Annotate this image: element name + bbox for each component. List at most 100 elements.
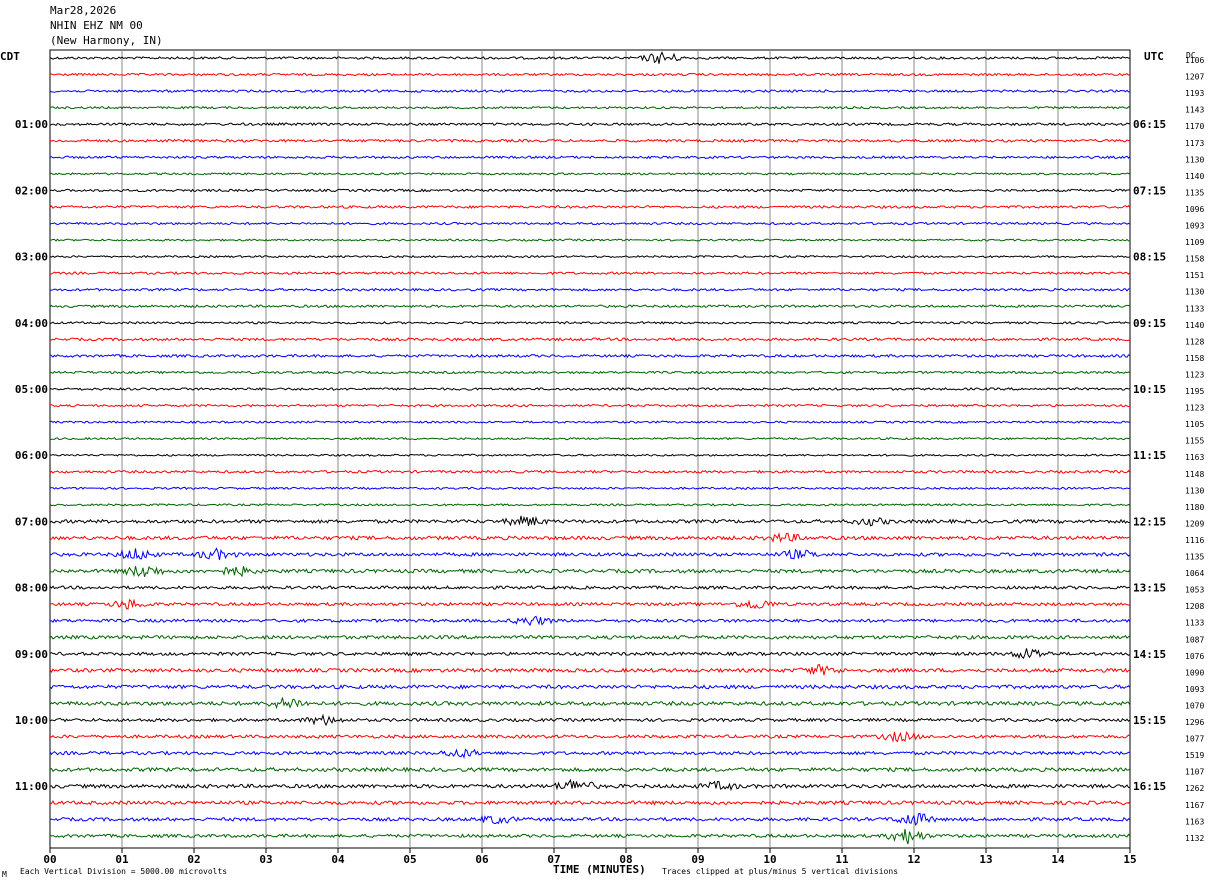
seismic-trace: [49, 634, 1131, 640]
seismic-trace: [49, 304, 1131, 309]
dc-value-label: 1135: [1185, 188, 1204, 197]
dc-header-label: DC: [1186, 51, 1196, 60]
left-hour-label: 04:00: [15, 317, 48, 330]
dc-value-label: 1093: [1185, 222, 1204, 231]
right-hour-label: 15:15: [1133, 714, 1166, 727]
seismic-trace: [49, 138, 1131, 143]
header-date: Mar28,2026: [50, 4, 117, 17]
dc-value-label: 1158: [1185, 354, 1204, 363]
seismic-trace: [49, 799, 1131, 806]
dc-value-label: 1132: [1185, 834, 1204, 843]
right-hour-label: 12:15: [1133, 515, 1166, 528]
seismic-trace: [49, 598, 1131, 610]
seismic-trace: [49, 204, 1131, 210]
seismic-trace: [49, 105, 1131, 110]
dc-value-label: 1209: [1185, 519, 1204, 528]
left-hour-label: 09:00: [15, 648, 48, 661]
x-tick-label: 14: [1051, 853, 1065, 866]
header-location: (New Harmony, IN): [50, 34, 163, 47]
dc-value-label: 1208: [1185, 602, 1204, 611]
x-tick-label: 04: [331, 853, 345, 866]
dc-value-label: 1123: [1185, 370, 1204, 379]
seismic-trace: [49, 812, 1131, 827]
seismic-trace: [49, 89, 1131, 93]
seismic-trace: [49, 615, 1131, 627]
x-tick-label: 10: [763, 853, 776, 866]
seismic-trace: [49, 503, 1131, 507]
seismic-trace: [49, 453, 1131, 457]
dc-value-label: 1087: [1185, 635, 1204, 644]
x-tick-label: 02: [187, 853, 200, 866]
x-tick-label: 05: [403, 853, 416, 866]
dc-value-label: 1158: [1185, 255, 1204, 264]
dc-value-label: 1076: [1185, 652, 1204, 661]
seismic-trace: [49, 287, 1131, 292]
corner-mark: M: [2, 870, 7, 879]
right-hour-label: 08:15: [1133, 251, 1166, 264]
left-hour-label: 07:00: [15, 515, 48, 528]
dc-value-label: 1143: [1185, 106, 1204, 115]
seismic-trace: [49, 486, 1131, 491]
dc-value-label: 1090: [1185, 668, 1204, 677]
seismic-trace: [49, 353, 1131, 359]
dc-value-label: 1109: [1185, 238, 1204, 247]
seismic-trace: [49, 51, 1131, 64]
dc-value-label: 1140: [1185, 321, 1204, 330]
seismic-trace: [49, 515, 1131, 527]
dc-value-label: 1133: [1185, 304, 1204, 313]
clip-note: Traces clipped at plus/minus 5 vertical …: [662, 867, 899, 876]
right-hour-label: 13:15: [1133, 582, 1166, 595]
right-hour-label: 14:15: [1133, 648, 1166, 661]
x-tick-label: 09: [691, 853, 704, 866]
x-tick-label: 07: [547, 853, 560, 866]
dc-value-label: 1195: [1185, 387, 1204, 396]
dc-value-label: 1193: [1185, 89, 1204, 98]
right-hour-label: 06:15: [1133, 118, 1166, 131]
dc-value-label: 1135: [1185, 553, 1204, 562]
dc-value-label: 1077: [1185, 735, 1204, 744]
header-station: NHIN EHZ NM 00: [50, 19, 143, 32]
seismic-trace: [49, 778, 1131, 792]
seismic-trace: [49, 337, 1131, 342]
x-tick-label: 01: [115, 853, 129, 866]
right-hour-label: 09:15: [1133, 317, 1166, 330]
dc-value-label: 1064: [1185, 569, 1204, 578]
seismic-trace: [49, 238, 1131, 242]
dc-value-label: 1163: [1185, 453, 1204, 462]
seismic-trace: [49, 403, 1131, 408]
dc-value-label: 1130: [1185, 288, 1204, 297]
x-tick-label: 03: [259, 853, 272, 866]
seismic-trace: [49, 731, 1131, 743]
dc-value-label: 1106: [1185, 56, 1204, 65]
seismic-trace: [49, 748, 1131, 759]
dc-value-label: 1519: [1185, 751, 1204, 760]
seismic-trace: [49, 387, 1131, 391]
dc-value-label: 1093: [1185, 685, 1204, 694]
left-hour-label: 10:00: [15, 714, 48, 727]
right-hour-label: 11:15: [1133, 449, 1166, 462]
dc-value-label: 1070: [1185, 701, 1204, 710]
seismic-trace: [49, 585, 1131, 591]
dc-value-label: 1180: [1185, 503, 1204, 512]
seismic-trace: [49, 697, 1131, 710]
dc-value-label: 1130: [1185, 155, 1204, 164]
seismic-trace: [49, 254, 1131, 259]
x-axis-title: TIME (MINUTES): [553, 863, 646, 876]
x-tick-label: 00: [43, 853, 56, 866]
seismic-trace: [49, 72, 1131, 77]
seismic-trace: [49, 469, 1131, 474]
dc-value-label: 1151: [1185, 271, 1204, 280]
seismic-trace: [49, 172, 1131, 176]
dc-value-label: 1140: [1185, 172, 1204, 181]
dc-value-label: 1170: [1185, 122, 1204, 131]
seismic-trace: [49, 188, 1131, 193]
dc-value-label: 1096: [1185, 205, 1204, 214]
scale-note: Each Vertical Division = 5000.00 microvo…: [20, 867, 228, 876]
left-hour-label: 03:00: [15, 251, 48, 264]
right-timezone-label: UTC: [1144, 50, 1164, 63]
seismic-trace: [49, 648, 1131, 660]
left-hour-label: 08:00: [15, 582, 48, 595]
dc-value-label: 1148: [1185, 470, 1204, 479]
seismic-trace: [49, 436, 1131, 441]
seismic-trace: [49, 155, 1131, 160]
